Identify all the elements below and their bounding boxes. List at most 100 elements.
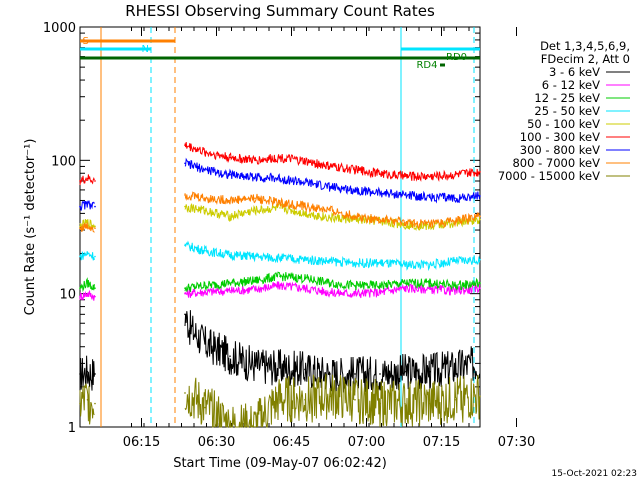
data-point <box>429 402 431 405</box>
x-tick-label: 07:30 <box>498 435 535 450</box>
series-line <box>184 271 480 292</box>
data-point <box>479 195 481 197</box>
data-point <box>229 426 231 428</box>
data-point <box>279 202 281 204</box>
data-point <box>429 196 431 198</box>
series-line <box>79 383 95 425</box>
y-tick-label: 10 <box>59 288 76 303</box>
y-axis-label: Count Rate (s⁻¹ detector⁻¹) <box>23 139 38 316</box>
data-point <box>354 292 356 295</box>
data-point <box>329 395 331 398</box>
data-point <box>229 290 231 292</box>
data-point <box>86 177 89 180</box>
data-point <box>79 295 81 298</box>
data-point <box>79 373 81 375</box>
data-point <box>229 173 231 176</box>
data-point <box>404 222 406 224</box>
data-point <box>454 173 456 176</box>
data-point <box>94 255 96 258</box>
series-800-7000keV <box>79 191 481 233</box>
series-3-6keV <box>79 310 481 393</box>
series-line <box>184 373 481 428</box>
data-point <box>229 355 231 357</box>
chart-title: RHESSI Observing Summary Count Rates <box>125 2 435 20</box>
data-point <box>254 279 256 282</box>
data-point <box>404 370 406 373</box>
data-point <box>204 343 206 345</box>
y-tick-label: 1000 <box>43 21 76 36</box>
data-point <box>204 291 206 293</box>
legend-entry-label: 6 - 12 keV <box>542 78 600 92</box>
data-point <box>94 295 96 298</box>
data-point <box>479 282 481 284</box>
series-line <box>79 174 95 186</box>
series-line <box>79 222 95 233</box>
data-point <box>304 160 306 163</box>
data-point <box>454 284 456 287</box>
data-point <box>354 398 356 401</box>
data-point <box>254 197 256 199</box>
data-point <box>279 284 281 287</box>
series-line <box>79 355 95 391</box>
data-point <box>254 159 256 162</box>
data-point <box>204 249 206 252</box>
data-point <box>189 327 191 330</box>
series-line <box>184 157 481 204</box>
footer-timestamp: 15-Oct-2021 02:23 <box>552 469 637 479</box>
data-point <box>279 257 281 259</box>
data-point <box>254 288 256 291</box>
data-point <box>479 218 481 221</box>
legend-entry-label: 100 - 300 keV <box>520 130 600 144</box>
data-point <box>304 398 306 401</box>
y-tick-label: 100 <box>51 154 76 169</box>
series-line <box>79 289 95 301</box>
data-point <box>184 205 186 208</box>
data-point <box>429 282 431 284</box>
x-tick-label: 07:15 <box>423 435 460 450</box>
data-point <box>94 373 96 375</box>
series-300-800keV <box>79 157 481 211</box>
data-point <box>279 275 281 278</box>
legend-entry-label: 3 - 6 keV <box>549 65 600 79</box>
data-point <box>79 227 81 229</box>
data-point <box>204 197 206 199</box>
data-point <box>229 156 231 159</box>
data-point <box>354 284 356 287</box>
data-point <box>254 209 256 212</box>
data-point <box>184 162 186 165</box>
data-point <box>279 366 281 369</box>
data-point <box>379 262 381 264</box>
data-point <box>184 244 186 247</box>
data-point <box>479 171 481 173</box>
data-point <box>86 292 89 295</box>
data-point <box>429 223 431 226</box>
data-point <box>204 168 206 171</box>
data-point <box>404 263 406 266</box>
series-line <box>79 277 95 293</box>
legend-header-line: Det 1,3,4,5,6,9, <box>540 39 630 53</box>
rd0-label: RD0 <box>446 52 467 63</box>
data-point <box>79 205 81 208</box>
data-point <box>86 282 89 284</box>
data-point <box>254 364 256 367</box>
series-line <box>79 200 95 211</box>
legend-entry-label: 300 - 800 keV <box>520 143 600 157</box>
data-point <box>329 186 331 188</box>
data-point <box>454 260 456 263</box>
legend-entry-label: 25 - 50 keV <box>534 104 600 118</box>
legend-entry-label: 50 - 100 keV <box>527 117 600 131</box>
series-line <box>184 310 481 393</box>
data-point <box>479 362 481 365</box>
x-axis-label: Start Time (09-May-07 06:02:42) <box>173 456 387 471</box>
data-point <box>329 373 331 375</box>
data-point <box>454 366 456 369</box>
data-point <box>404 282 406 284</box>
data-point <box>94 180 96 182</box>
data-point <box>429 370 431 373</box>
data-point <box>254 426 256 428</box>
data-point <box>379 284 381 287</box>
series-line <box>184 191 480 230</box>
data-point <box>379 218 381 221</box>
data-point <box>404 287 406 289</box>
legend-entry-label: 12 - 25 keV <box>534 91 600 105</box>
